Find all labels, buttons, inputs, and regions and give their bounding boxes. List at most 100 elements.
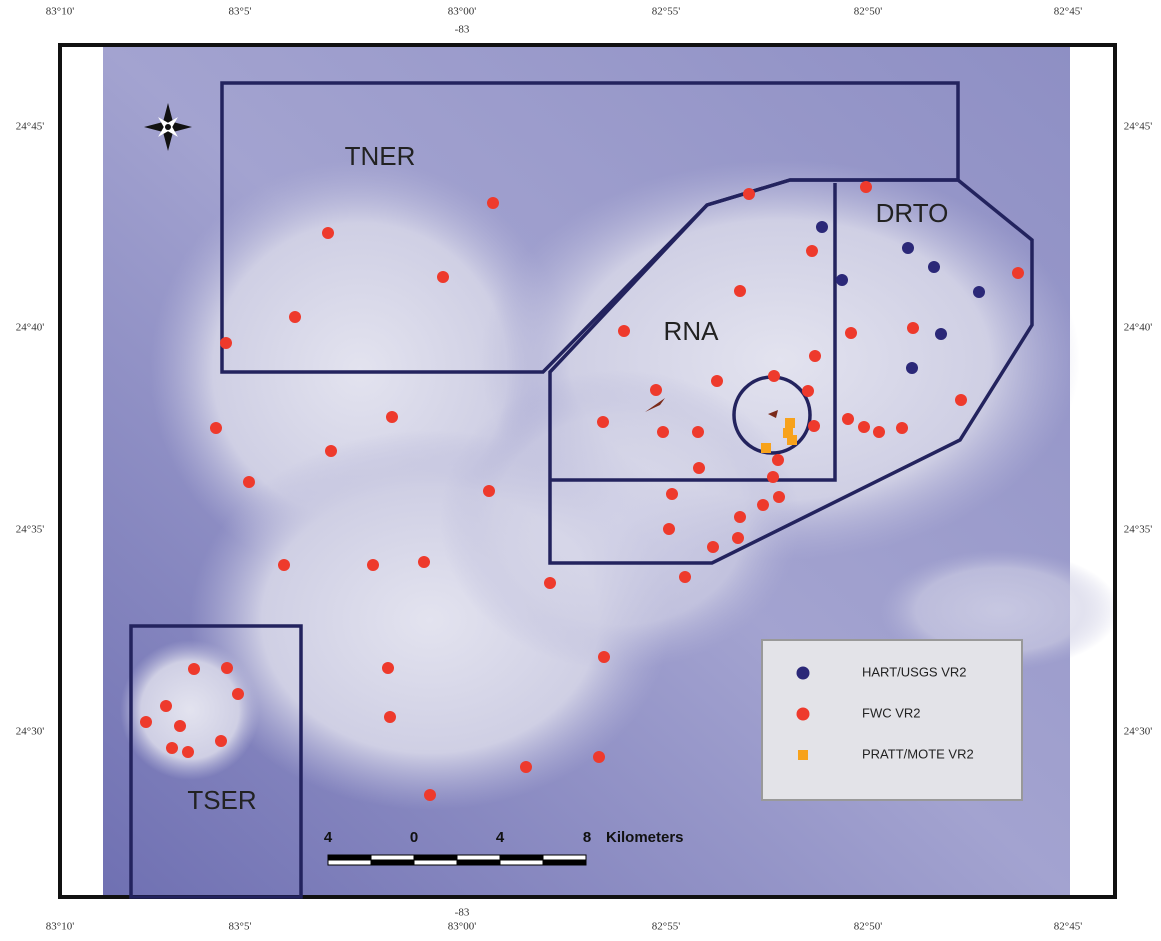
receiver [160,700,172,712]
receiver [860,181,872,193]
legend-label: PRATT/MOTE VR2 [862,746,974,761]
receiver [597,416,609,428]
scale-segment [499,859,544,866]
receiver [289,311,301,323]
lon-label: 82°55' [652,921,680,933]
scale-unit: Kilometers [606,829,684,846]
region-label: DRTO [876,198,949,228]
receiver [618,325,630,337]
receiver [767,471,779,483]
scale-tick: 0 [410,829,418,846]
legend-label: FWC VR2 [862,705,921,720]
scale-bar: 4 0 4 8 Kilometers [324,829,684,866]
lat-label: 24°35' [16,524,44,536]
receiver [783,428,793,438]
receiver [593,751,605,763]
lon-label: 82°45' [1054,6,1082,18]
receiver [367,559,379,571]
lon-label: 82°45' [1054,921,1082,933]
scale-segment [456,854,501,861]
receiver [873,426,885,438]
lon-label: 83°00' [448,6,476,18]
scale-segment [327,859,372,866]
lat-label: 24°30' [16,726,44,738]
lon-label: 83°10' [46,6,74,18]
receiver [520,761,532,773]
receiver [221,662,233,674]
scale-segment [542,854,587,861]
receiver [707,541,719,553]
receiver [174,720,186,732]
lat-label: 24°40' [16,322,44,334]
receiver [928,261,940,273]
shoal [440,370,800,670]
receiver [808,420,820,432]
receiver [711,375,723,387]
scale-segment [499,854,544,861]
receiver [322,227,334,239]
receiver [544,577,556,589]
receiver [650,384,662,396]
lon-label: 82°50' [854,6,882,18]
receiver [802,385,814,397]
receiver [806,245,818,257]
receiver [278,559,290,571]
scale-segment [370,859,415,866]
compass [144,103,192,151]
graticule-labels: 83°10' 83°10' 83°5' 83°5' 83°00' 83°00' 82°55'… [16,6,1152,933]
receiver [785,418,795,428]
receiver [386,411,398,423]
scale-segment [456,859,501,866]
receiver [907,322,919,334]
receiver [483,485,495,497]
receiver [210,422,222,434]
lat-label: 24°45' [16,121,44,133]
lon-label: 83°00' [448,921,476,933]
receiver [809,350,821,362]
receiver [845,327,857,339]
receiver [734,285,746,297]
receiver [858,421,870,433]
meridian-label: -83 [455,24,470,36]
lon-label: 83°10' [46,921,74,933]
lon-label: 82°55' [652,6,680,18]
receiver [757,499,769,511]
scale-segment [413,859,458,866]
receiver [657,426,669,438]
receiver [663,523,675,535]
receiver [734,511,746,523]
lon-label: 83°5' [229,921,252,933]
receiver [693,462,705,474]
region-label: TNER [345,141,416,171]
receiver [973,286,985,298]
scale-segment [370,854,415,861]
receiver [743,188,755,200]
legend-swatch [796,666,810,680]
receiver [598,651,610,663]
receiver [935,328,947,340]
lon-label: 82°50' [854,921,882,933]
lat-label: 24°40' [1124,322,1152,334]
receiver [816,221,828,233]
receiver [188,663,200,675]
rna-boundary [550,183,837,482]
receiver [140,716,152,728]
shoal [120,640,260,780]
receiver [902,242,914,254]
receiver [166,742,178,754]
legend-swatch [796,707,810,721]
receiver [382,662,394,674]
receiver [437,271,449,283]
meridian-label: -83 [455,907,470,919]
legend-label: HART/USGS VR2 [862,664,967,679]
lat-label: 24°45' [1124,121,1152,133]
receiver [424,789,436,801]
receiver [182,746,194,758]
receiver [487,197,499,209]
receiver [768,370,780,382]
receivers [140,181,1024,801]
scale-tick: 4 [496,829,505,846]
receiver [842,413,854,425]
receiver [679,571,691,583]
